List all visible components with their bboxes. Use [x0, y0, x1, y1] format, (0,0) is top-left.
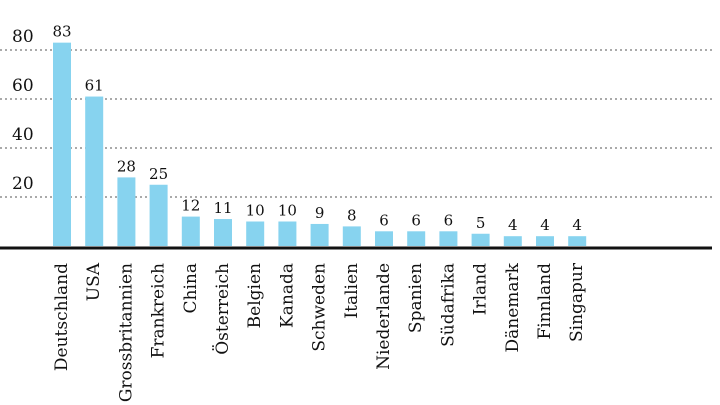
value-label: 6: [411, 211, 421, 229]
gridlines: [0, 49, 712, 198]
value-label: 61: [85, 77, 104, 95]
value-label: 10: [278, 202, 297, 220]
bar-7: [278, 221, 297, 246]
category-label: Finnland: [535, 263, 555, 340]
category-label: Frankreich: [149, 263, 169, 358]
category-label: Niederlande: [374, 263, 394, 370]
category-label: China: [181, 263, 201, 313]
category-label: Irland: [471, 263, 491, 315]
bar-12: [439, 231, 458, 246]
bar-3: [149, 184, 168, 246]
value-label: 5: [476, 214, 486, 232]
bar-15: [536, 236, 554, 246]
category-label: Belgien: [245, 263, 265, 328]
bar-2: [117, 177, 136, 246]
value-label: 9: [315, 204, 325, 222]
x-axis-category-labels: Deutschland USA Grossbritannien Frankreich C…: [52, 262, 587, 402]
bar-14: [503, 236, 522, 246]
category-label: Schweden: [310, 263, 330, 352]
category-label: Österreich: [212, 263, 233, 355]
value-label: 25: [149, 165, 168, 183]
value-label: 10: [246, 202, 265, 220]
bars: [53, 42, 587, 247]
category-label: USA: [84, 262, 104, 301]
y-tick-label: 20: [12, 174, 34, 194]
bar-9: [342, 226, 361, 246]
value-label: 8: [347, 206, 357, 224]
bar-11: [407, 231, 426, 246]
bar-4: [181, 216, 200, 246]
category-label: Grossbritannien: [116, 263, 136, 402]
value-label: 6: [379, 211, 389, 229]
bar-8: [310, 223, 329, 246]
y-axis-tick-labels: 20 40 60 80: [12, 27, 34, 194]
y-tick-label: 60: [12, 76, 34, 96]
value-label: 4: [540, 216, 550, 234]
category-label: Dänemark: [503, 262, 523, 352]
value-label: 28: [117, 157, 136, 175]
bar-0: [53, 42, 71, 247]
bar-10: [375, 231, 393, 246]
category-label: Singapur: [567, 262, 587, 342]
category-label: Deutschland: [52, 263, 72, 371]
bar-1: [85, 96, 104, 246]
category-label: Kanada: [277, 263, 297, 328]
bar-13: [471, 233, 490, 246]
category-label: Italien: [342, 263, 362, 319]
category-label: Südafrika: [438, 263, 458, 347]
bar-6: [246, 221, 265, 246]
y-tick-label: 40: [12, 125, 34, 145]
value-label: 12: [181, 197, 200, 215]
category-label: Spanien: [406, 263, 426, 333]
value-label: 4: [508, 216, 518, 234]
bar-5: [214, 219, 232, 246]
value-label: 4: [572, 216, 582, 234]
bar-16: [568, 236, 587, 246]
value-label: 11: [213, 199, 232, 217]
y-tick-label: 80: [12, 27, 34, 47]
value-label: 6: [444, 211, 454, 229]
value-label: 83: [52, 23, 71, 41]
value-labels: 83 61 28 25 12 11 10 10 9 8 6 6 6 5 4 4 4: [52, 23, 582, 235]
